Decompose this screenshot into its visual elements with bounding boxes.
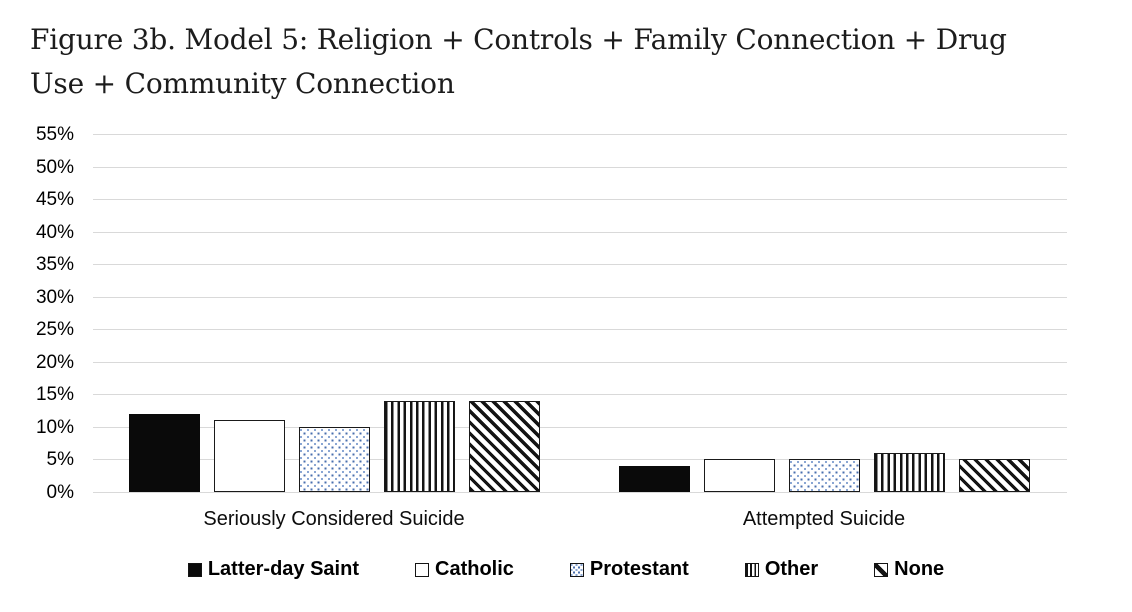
bar-protestant-attempted-suicide <box>788 459 860 492</box>
legend-label-latter-day-saint: Latter-day Saint <box>207 558 359 580</box>
bar-latter-day-saint-seriously-considered-suicide <box>128 413 200 492</box>
gridline-5 <box>93 459 1067 461</box>
gridline-25 <box>93 329 1067 331</box>
y-axis-tick-label-30: 30% <box>35 286 74 308</box>
legend-item-catholic: Catholic <box>415 558 514 581</box>
legend-item-other: Other <box>744 558 819 581</box>
y-axis-tick-label-45: 45% <box>35 189 74 211</box>
gridline-10 <box>93 426 1067 428</box>
bar-latter-day-saint-attempted-suicide <box>618 465 690 492</box>
bar-catholic-seriously-considered-suicide <box>213 420 285 492</box>
legend-swatch-vertical-stripes-icon <box>744 562 759 577</box>
bar-protestant-seriously-considered-suicide <box>298 426 370 492</box>
legend-swatch-diagonal-stripes-icon <box>874 562 889 577</box>
bar-other-attempted-suicide <box>873 452 945 492</box>
y-axis-tick-label-55: 55% <box>35 124 74 145</box>
legend-label-none: None <box>894 558 945 580</box>
y-axis-tick-label-0: 0% <box>46 482 74 503</box>
y-axis-tick-label-10: 10% <box>35 416 74 438</box>
legend-swatch-blue-dots-icon <box>569 562 584 577</box>
gridline-55 <box>93 134 1067 135</box>
y-axis-tick-label-25: 25% <box>35 319 74 341</box>
legend-label-protestant: Protestant <box>589 558 689 580</box>
legend-swatch-white-icon <box>415 562 429 577</box>
gridline-15 <box>93 394 1067 396</box>
chart-title-line-1: Figure 3b. Model 5: Religion + Controls … <box>30 23 1007 56</box>
legend-label-catholic: Catholic <box>435 558 514 580</box>
chart-title-line-2: Use + Community Connection <box>30 67 455 100</box>
y-axis-tick-label-50: 50% <box>35 156 74 178</box>
x-axis-category-label-attempted-suicide: Attempted Suicide <box>742 508 906 530</box>
gridline-0 <box>93 492 1067 493</box>
chart-title: Figure 3b. Model 5: Religion + Controls … <box>30 18 1110 106</box>
legend-swatch-solid-black-icon <box>187 562 202 577</box>
bar-none-attempted-suicide <box>958 459 1030 492</box>
y-axis-tick-label-20: 20% <box>35 351 74 373</box>
legend-item-protestant: Protestant <box>569 558 689 581</box>
gridline-50 <box>93 166 1067 168</box>
x-axis-category-label-seriously-considered-suicide: Seriously Considered Suicide <box>203 508 465 530</box>
legend-item-latter-day-saint: Latter-day Saint <box>187 558 359 581</box>
gridline-40 <box>93 231 1067 233</box>
gridline-45 <box>93 199 1067 201</box>
legend-item-none: None <box>874 558 944 581</box>
y-axis-tick-label-5: 5% <box>46 449 74 471</box>
bar-catholic-attempted-suicide <box>703 459 775 492</box>
y-axis-tick-label-35: 35% <box>35 254 74 276</box>
y-axis-tick-label-15: 15% <box>35 384 74 406</box>
legend-label-other: Other <box>764 558 819 580</box>
gridline-20 <box>93 361 1067 363</box>
gridline-35 <box>93 264 1067 266</box>
chart-legend: Latter-day Saint Catholic Protestant Other N… <box>0 558 1132 581</box>
bar-other-seriously-considered-suicide <box>383 400 455 492</box>
gridline-30 <box>93 296 1067 298</box>
bar-none-seriously-considered-suicide <box>468 400 540 492</box>
y-axis-tick-label-40: 40% <box>35 221 74 243</box>
